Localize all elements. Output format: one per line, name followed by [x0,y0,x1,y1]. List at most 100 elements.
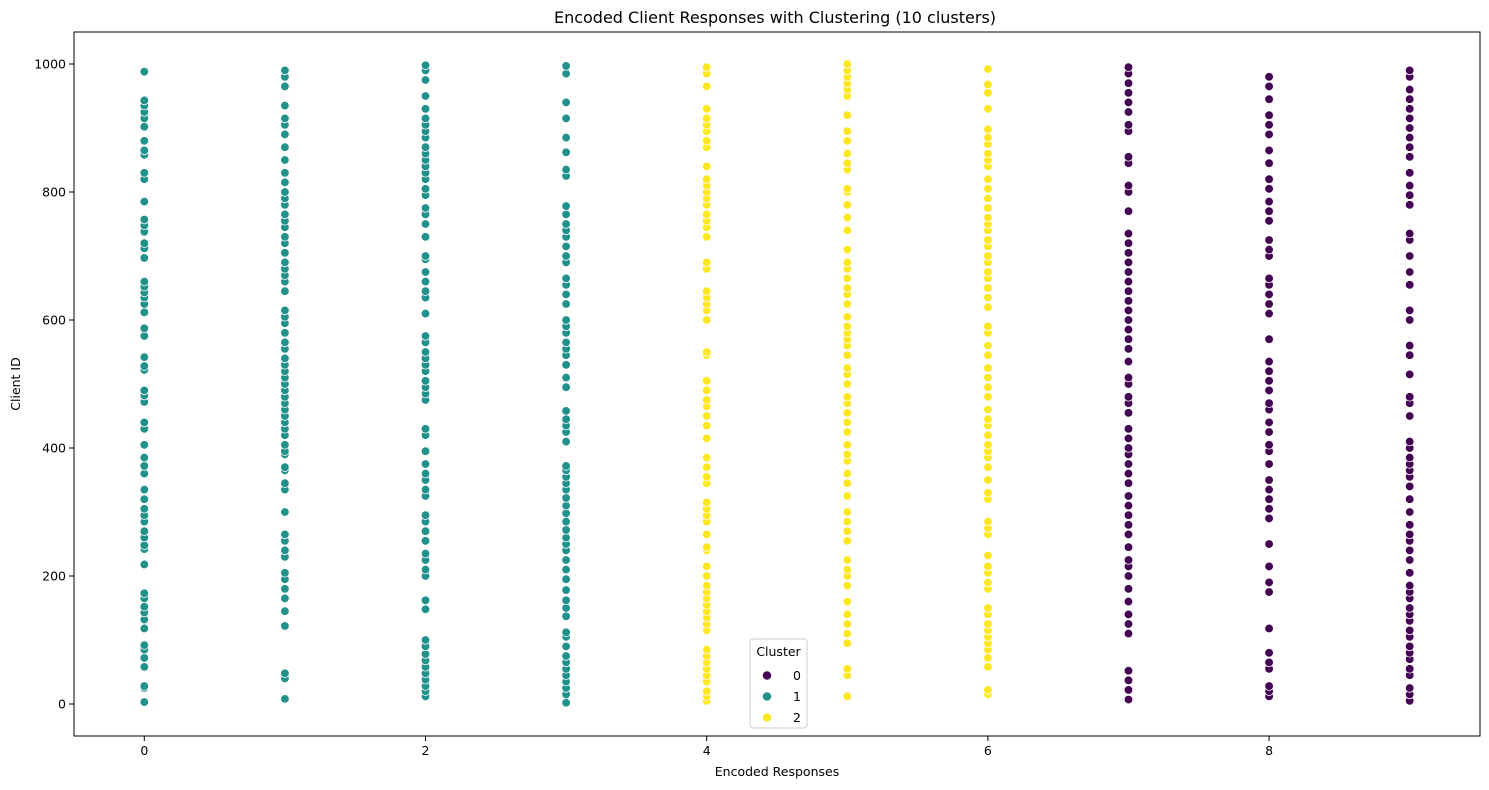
scatter-point [702,113,712,124]
scatter-point [280,232,290,242]
scatter-point [139,640,149,650]
scatter-point [139,122,149,132]
scatter-point [1405,94,1415,104]
scatter-point [139,276,149,287]
scatter-point [139,697,149,707]
scatter-point [1405,132,1415,143]
scatter-point [561,493,571,503]
scatter-point [139,196,149,207]
scatter-point [1123,694,1134,705]
scatter-point [420,526,431,536]
scatter-point [280,286,290,296]
scatter-point [139,307,149,317]
scatter-point [561,611,571,621]
scatter-point [280,328,290,338]
scatter-point [1123,392,1134,402]
scatter-point [1123,334,1134,344]
scatter-point [983,440,993,450]
scatter-point [983,488,993,498]
series-cluster-1 [139,60,571,708]
scatter-point [420,219,431,229]
scatter-point [1264,577,1274,588]
scatter-point [561,627,571,637]
scatter-point [1405,168,1415,178]
scatter-point [280,113,290,124]
scatter-point [983,603,993,613]
scatter-point [842,507,852,517]
scatter-point [842,691,852,701]
y-axis-label: Client ID [8,357,23,410]
scatter-point [1405,280,1415,290]
scatter-point [1264,623,1274,634]
scatter-point [139,602,149,612]
scatter-point [280,305,290,316]
scatter-point [139,323,149,333]
scatter-point [561,289,571,300]
scatter-point [561,299,571,309]
scatter-point [842,491,852,501]
scatter-point [561,132,571,143]
scatter-point [842,200,852,210]
scatter-point [842,555,852,565]
scatter-point [420,468,431,479]
scatter-point [1405,65,1415,76]
scatter-point [1123,88,1134,98]
scatter-point [280,529,290,540]
y-tick-label: 800 [42,185,66,200]
scatter-point [842,283,852,293]
x-tick-label: 0 [140,743,148,758]
scatter-point [1405,411,1415,421]
scatter-point [842,392,852,402]
scatter-point [842,516,852,527]
scatter-point [280,353,290,364]
scatter-point [983,340,993,351]
scatter-point [280,694,290,704]
scatter-point [702,497,712,508]
scatter-point [842,478,852,488]
scatter-point [702,542,712,552]
scatter-point [842,225,852,236]
scatter-point [702,395,712,405]
scatter-point [1405,152,1415,162]
scatter-point [1264,459,1274,469]
scatter-point [561,574,571,584]
scatter-point [842,526,852,536]
scatter-point [1405,200,1415,210]
scatter-point [983,193,993,204]
scatter-point [1405,84,1415,95]
scatter-point [561,436,571,447]
scatter-point [1123,510,1134,520]
scatter-point [1264,145,1274,156]
x-tick-label: 2 [422,743,430,758]
scatter-point [1123,459,1134,469]
legend: Cluster 0 1 2 [749,638,808,729]
y-tick-label: 1000 [34,57,66,72]
scatter-point [842,59,852,69]
scatter-point [842,379,852,389]
scatter-point [561,641,571,652]
scatter-point [702,136,712,146]
x-axis-label: Encoded Responses [715,764,839,779]
scatter-point [983,302,993,312]
scatter-point [1264,376,1274,386]
scatter-point [1123,478,1134,488]
scatter-point [1264,427,1274,437]
scatter-point [1405,123,1415,133]
scatter-point [1123,228,1134,239]
scatter-point [420,75,431,85]
scatter-point [1123,62,1134,72]
scatter-point [983,577,993,588]
legend-label: 0 [793,668,801,683]
scatter-point [983,550,993,561]
scatter-point [139,681,149,691]
scatter-point [1264,72,1274,82]
scatter-point [1405,529,1415,540]
scatter-point [561,414,571,424]
scatter-point [842,440,852,450]
scatter-point [702,686,712,696]
series-cluster-2 [702,59,993,706]
scatter-point [561,698,571,708]
scatter-point [702,385,712,396]
scatter-point [983,267,993,277]
scatter-point [561,564,571,575]
